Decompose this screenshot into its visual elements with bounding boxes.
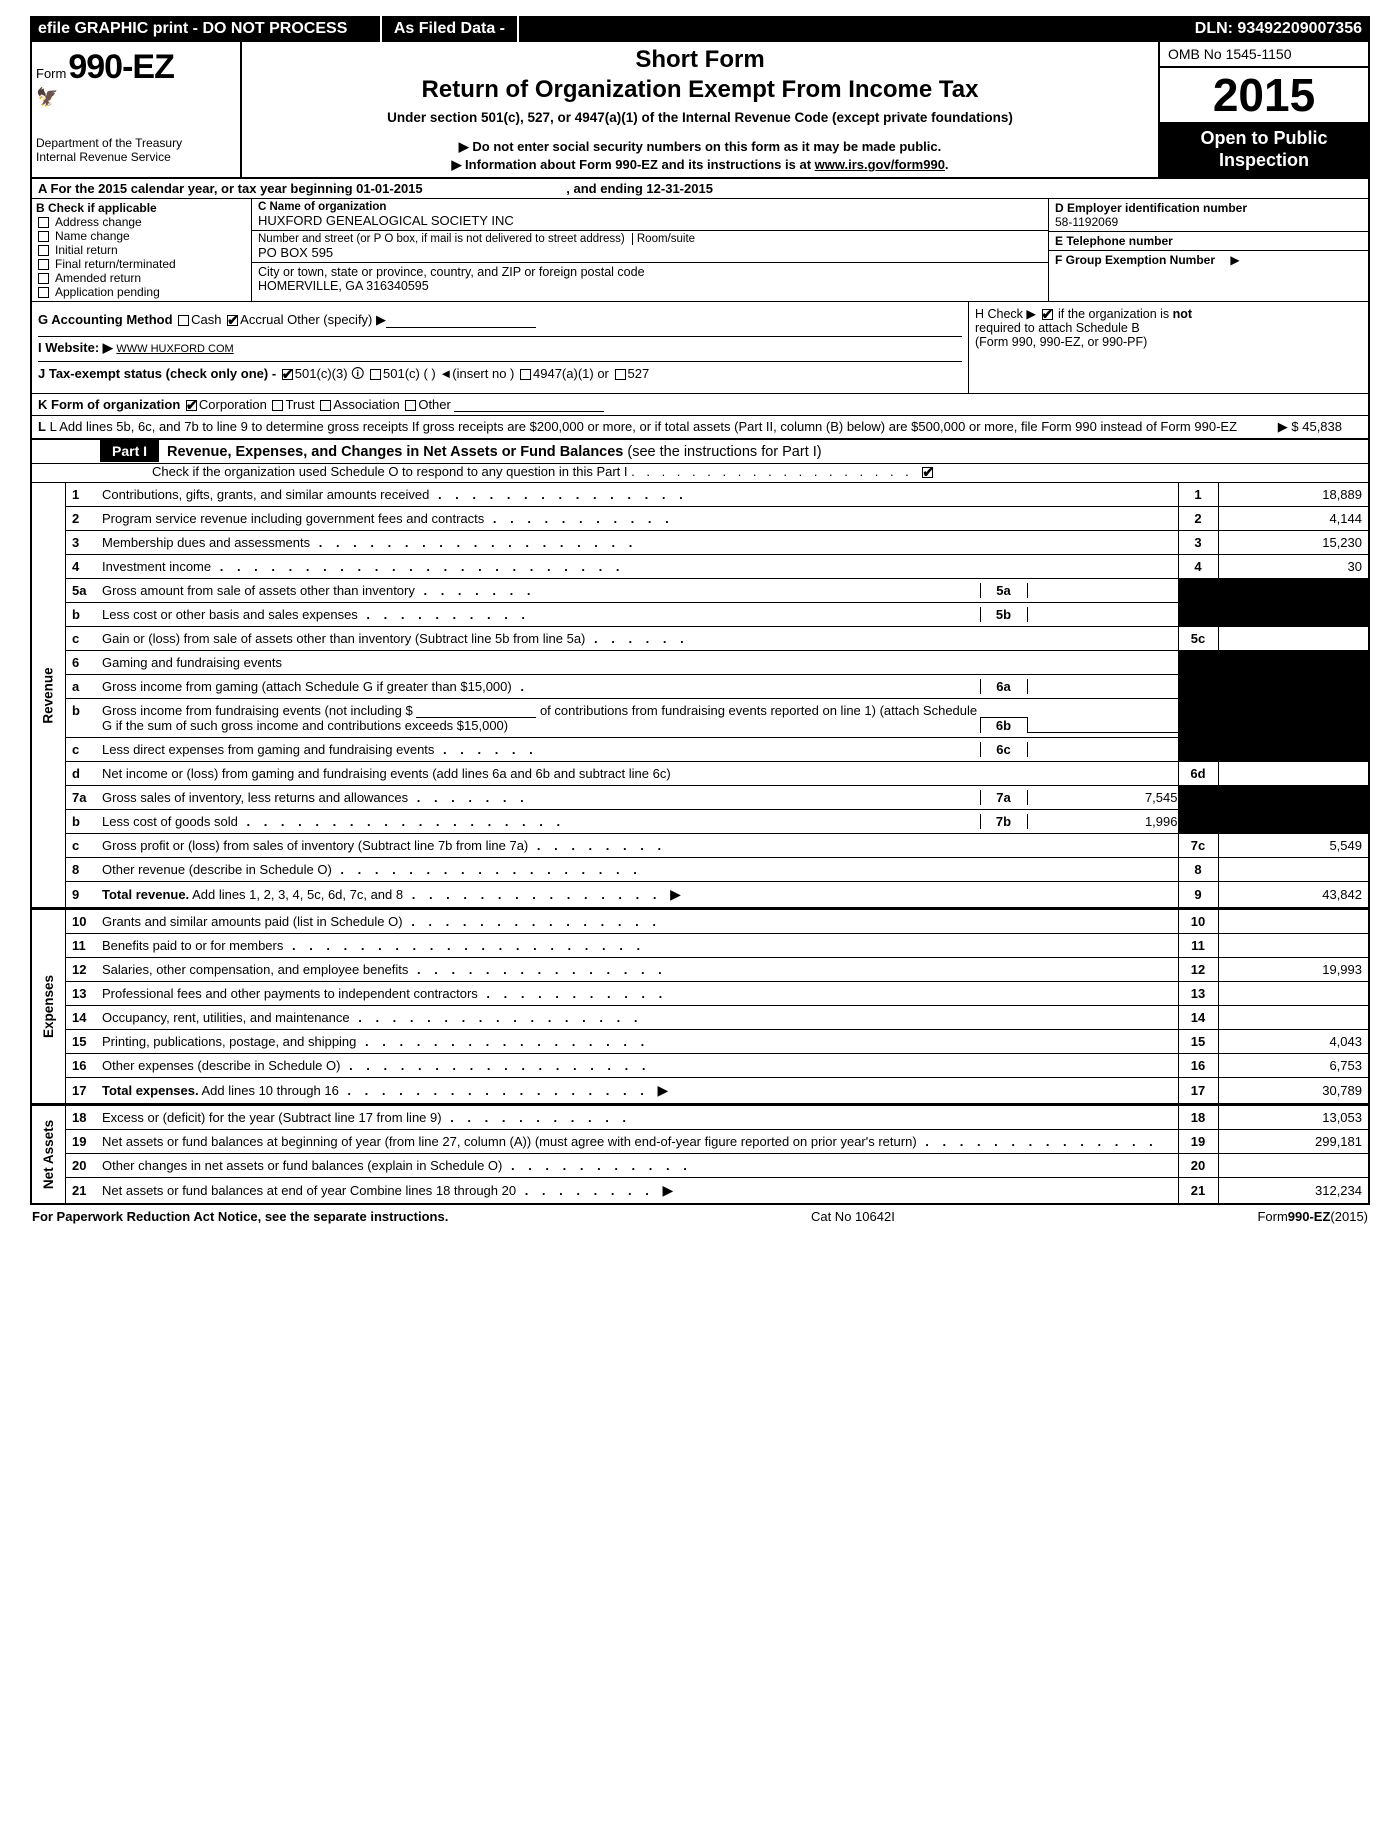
omb-number: OMB No 1545-1150 xyxy=(1160,42,1368,68)
line16-amt: 6,753 xyxy=(1218,1054,1368,1078)
row-a-calendar: A For the 2015 calendar year, or tax yea… xyxy=(30,179,1370,199)
short-form-label: Short Form xyxy=(254,46,1146,74)
chk-amended[interactable] xyxy=(38,273,49,284)
l-amount: ▶ $ 45,838 xyxy=(1278,419,1362,435)
chk-schedule-b[interactable] xyxy=(1042,309,1053,320)
h-check: H Check ▶ if the organization is not req… xyxy=(968,302,1368,393)
col-def: D Employer identification number 58-1192… xyxy=(1048,199,1368,301)
dln: DLN: 93492209007356 xyxy=(1187,16,1370,42)
revenue-section: Revenue 1Contributions, gifts, grants, a… xyxy=(30,483,1370,910)
line3-amt: 15,230 xyxy=(1218,531,1368,555)
dept-treasury: Department of the Treasury xyxy=(36,136,236,150)
org-street: PO BOX 595 xyxy=(258,245,1042,260)
efile-notice: efile GRAPHIC print - DO NOT PROCESS xyxy=(30,16,382,42)
expenses-section: Expenses 10Grants and similar amounts pa… xyxy=(30,910,1370,1106)
irs-link[interactable]: www.irs.gov/form990 xyxy=(815,157,945,172)
org-name: HUXFORD GENEALOGICAL SOCIETY INC xyxy=(258,213,1042,228)
line2-amt: 4,144 xyxy=(1218,507,1368,531)
top-bar: efile GRAPHIC print - DO NOT PROCESS As … xyxy=(30,16,1370,42)
j-tax-status: J Tax-exempt status (check only one) - 5… xyxy=(38,361,962,389)
k-form-org: K Form of organization Corporation Trust… xyxy=(30,394,1370,416)
line12-amt: 19,993 xyxy=(1218,958,1368,982)
cat-no: Cat No 10642I xyxy=(811,1209,895,1224)
chk-527[interactable] xyxy=(615,369,626,380)
tax-year: 2015 xyxy=(1213,68,1315,122)
chk-trust[interactable] xyxy=(272,400,283,411)
chk-final-return[interactable] xyxy=(38,259,49,270)
line7b-sub: 1,996 xyxy=(1028,814,1178,829)
form-prefix: Form xyxy=(36,66,66,81)
org-city: HOMERVILLE, GA 316340595 xyxy=(258,279,1042,293)
chk-accrual[interactable] xyxy=(227,315,238,326)
l-gross-receipts: L L Add lines 5b, 6c, and 7b to line 9 t… xyxy=(30,416,1370,440)
chk-4947[interactable] xyxy=(520,369,531,380)
chk-address-change[interactable] xyxy=(38,217,49,228)
line15-amt: 4,043 xyxy=(1218,1030,1368,1054)
line7c-amt: 5,549 xyxy=(1218,834,1368,858)
line7a-sub: 7,545 xyxy=(1028,790,1178,805)
website-link[interactable]: WWW HUXFORD COM xyxy=(116,343,233,355)
ghij-block: G Accounting Method Cash Accrual Other (… xyxy=(30,302,1370,394)
ein: 58-1192069 xyxy=(1055,215,1118,229)
i-website: I Website: ▶ WWW HUXFORD COM xyxy=(38,336,962,358)
chk-501c3[interactable] xyxy=(282,369,293,380)
g-accounting: G Accounting Method Cash Accrual Other (… xyxy=(38,310,962,330)
title-block: Form 990-EZ 🦅 Department of the Treasury… xyxy=(30,42,1370,179)
open-public: Open to Public Inspection xyxy=(1160,122,1368,177)
part1-header: Part I Revenue, Expenses, and Changes in… xyxy=(30,440,1370,464)
chk-assoc[interactable] xyxy=(320,400,331,411)
as-filed: As Filed Data - xyxy=(382,16,519,42)
page-footer: For Paperwork Reduction Act Notice, see … xyxy=(30,1205,1370,1228)
chk-app-pending[interactable] xyxy=(38,287,49,298)
irs-label: Internal Revenue Service xyxy=(36,150,236,164)
line1-amt: 18,889 xyxy=(1218,483,1368,507)
col-c-org: C Name of organization HUXFORD GENEALOGI… xyxy=(252,199,1048,301)
line4-amt: 30 xyxy=(1218,555,1368,579)
info-line: ▶ Information about Form 990-EZ and its … xyxy=(254,157,1146,173)
line21-amt: 312,234 xyxy=(1218,1178,1368,1204)
chk-corp[interactable] xyxy=(186,400,197,411)
chk-other-org[interactable] xyxy=(405,400,416,411)
ssn-warning: ▶ Do not enter social security numbers o… xyxy=(254,139,1146,155)
chk-501c[interactable] xyxy=(370,369,381,380)
netassets-section: Net Assets 18Excess or (deficit) for the… xyxy=(30,1106,1370,1205)
line9-amt: 43,842 xyxy=(1218,882,1368,908)
eagle-icon: 🦅 xyxy=(36,87,236,108)
subtitle: Under section 501(c), 527, or 4947(a)(1)… xyxy=(254,110,1146,125)
main-title: Return of Organization Exempt From Incom… xyxy=(254,76,1146,104)
bcdef-block: B Check if applicable Address change Nam… xyxy=(30,199,1370,302)
chk-cash[interactable] xyxy=(178,315,189,326)
chk-name-change[interactable] xyxy=(38,231,49,242)
part1-check-sched-o: Check if the organization used Schedule … xyxy=(30,464,1370,483)
chk-schedule-o[interactable] xyxy=(922,467,933,478)
chk-initial-return[interactable] xyxy=(38,245,49,256)
line18-amt: 13,053 xyxy=(1218,1106,1368,1130)
line19-amt: 299,181 xyxy=(1218,1130,1368,1154)
line17-amt: 30,789 xyxy=(1218,1078,1368,1104)
form-number: 990-EZ xyxy=(68,48,174,87)
col-b-checks: B Check if applicable Address change Nam… xyxy=(32,199,252,301)
